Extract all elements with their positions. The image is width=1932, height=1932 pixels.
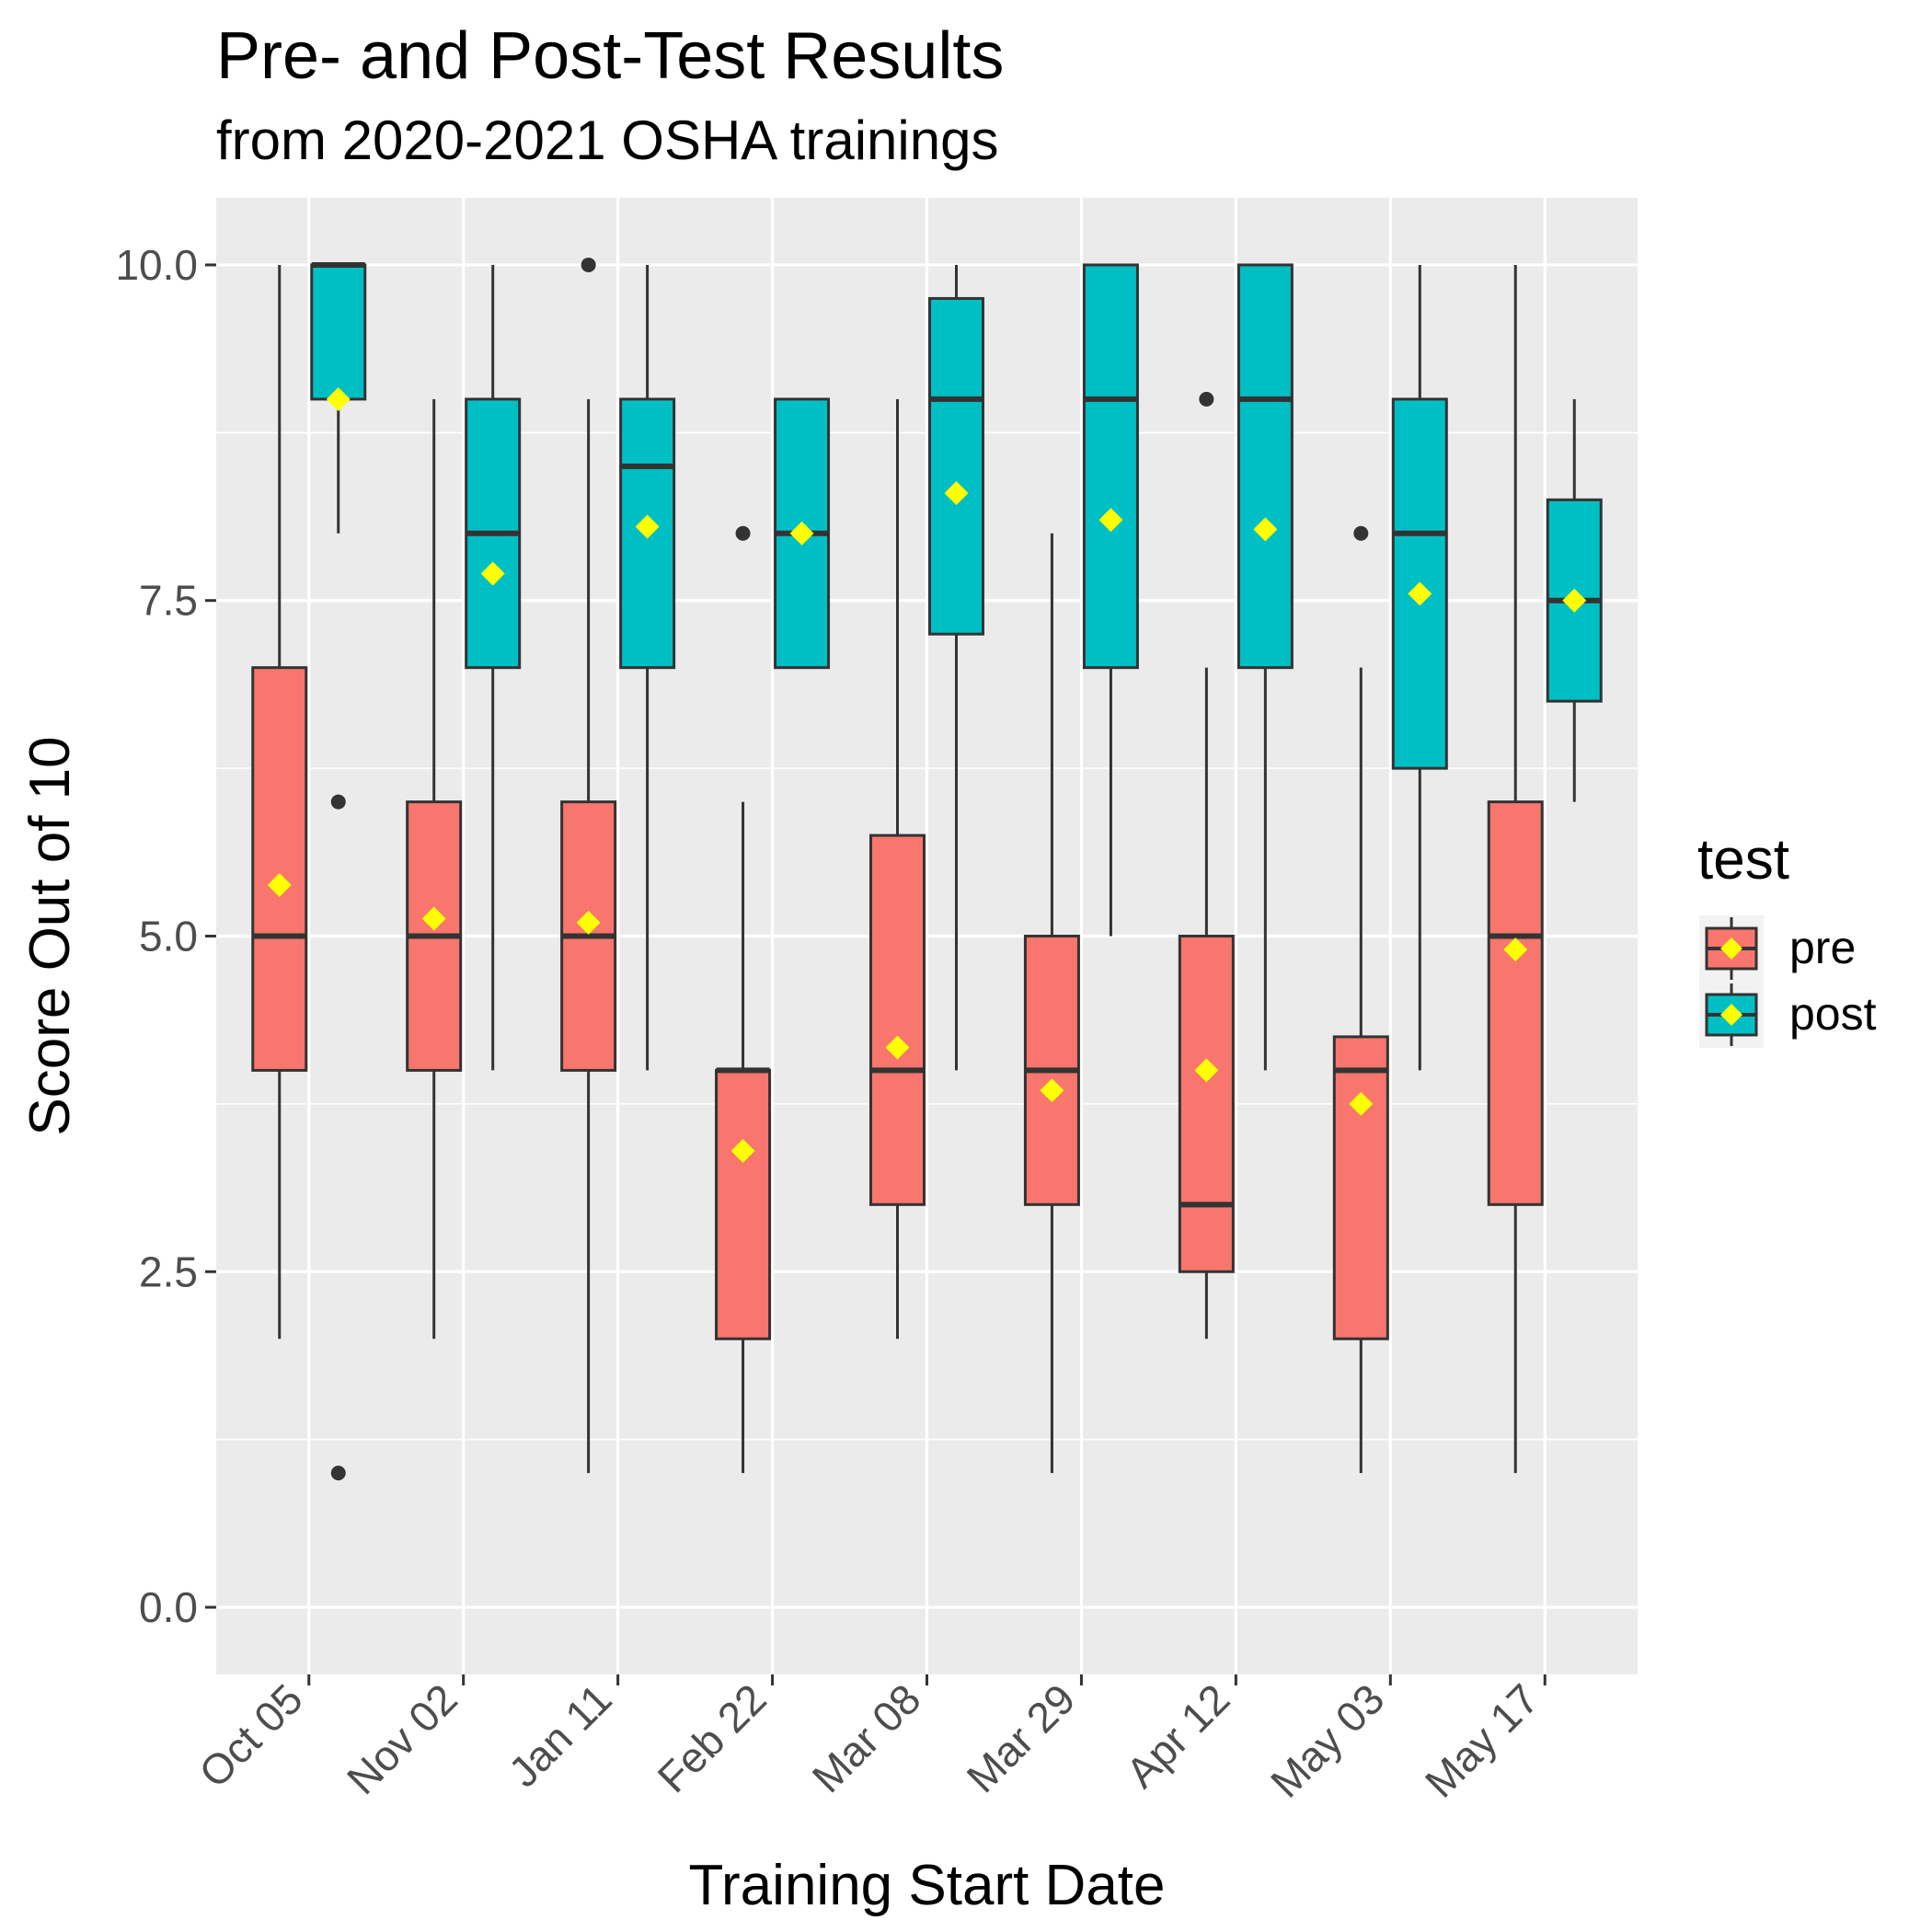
y-tick-label: 0.0 [139,1583,198,1631]
box-post [1236,263,1294,670]
y-axis-title: Score Out of 10 [18,736,82,1135]
box-pre [1332,1035,1389,1340]
outlier-point [330,794,346,810]
mean-marker [789,521,814,546]
outlier-point [1199,391,1214,407]
box-post [928,296,984,636]
mean-marker [885,1035,910,1060]
mean-marker [1349,1091,1374,1116]
box-post [1082,263,1139,670]
legend-label-pre: pre [1789,922,1856,973]
mean-marker [730,1138,755,1163]
box-pre [251,666,308,1072]
mean-marker [267,873,292,898]
mean-marker [1194,1058,1219,1083]
legend-label-post: post [1789,988,1877,1040]
outlier-point [581,257,596,272]
box-post [310,263,367,401]
y-tick-label: 7.5 [139,577,198,625]
box-pre [1178,935,1235,1273]
mean-marker [326,386,351,411]
x-axis-title: Training Start Date [688,1854,1165,1917]
mean-marker [1098,508,1123,533]
x-tick-label: May 03 [1261,1674,1393,1806]
mean-marker [1253,517,1278,542]
y-tick-label: 10.0 [115,241,198,289]
x-tick-label: Nov 02 [338,1674,466,1803]
mean-marker [576,910,601,935]
y-tick-label: 5.0 [139,913,198,960]
outlier-point [330,1466,346,1481]
outlier-point [1353,525,1369,541]
mean-marker [480,561,505,586]
x-tick-label: Apr 12 [1117,1674,1239,1797]
legend-title: test [1697,828,1789,891]
x-tick-label: Mar 08 [803,1674,930,1801]
outlier-point [735,525,751,541]
legend-mean-marker [1720,937,1742,960]
mean-marker [1408,581,1432,606]
x-tick-label: Feb 22 [649,1674,776,1801]
mean-marker [421,906,446,931]
chart-subtitle: from 2020-2021 OSHA trainings [216,109,999,171]
x-tick-label: May 17 [1416,1674,1547,1806]
x-tick-label: Jan 11 [500,1674,621,1796]
x-tick-label: Mar 29 [957,1674,1084,1801]
mean-marker [944,481,969,505]
mean-marker [635,514,660,539]
mean-marker [1562,588,1587,613]
legend-mean-marker [1720,1004,1742,1026]
mean-marker [1040,1078,1064,1103]
y-tick-label: 2.5 [139,1248,198,1295]
mean-marker [1503,937,1528,962]
x-tick-label: Oct 05 [190,1674,312,1797]
chart-title: Pre- and Post-Test Results [216,19,1005,93]
box-pre [869,834,926,1206]
box-pre [715,1068,772,1340]
box-pre [1487,800,1544,1206]
